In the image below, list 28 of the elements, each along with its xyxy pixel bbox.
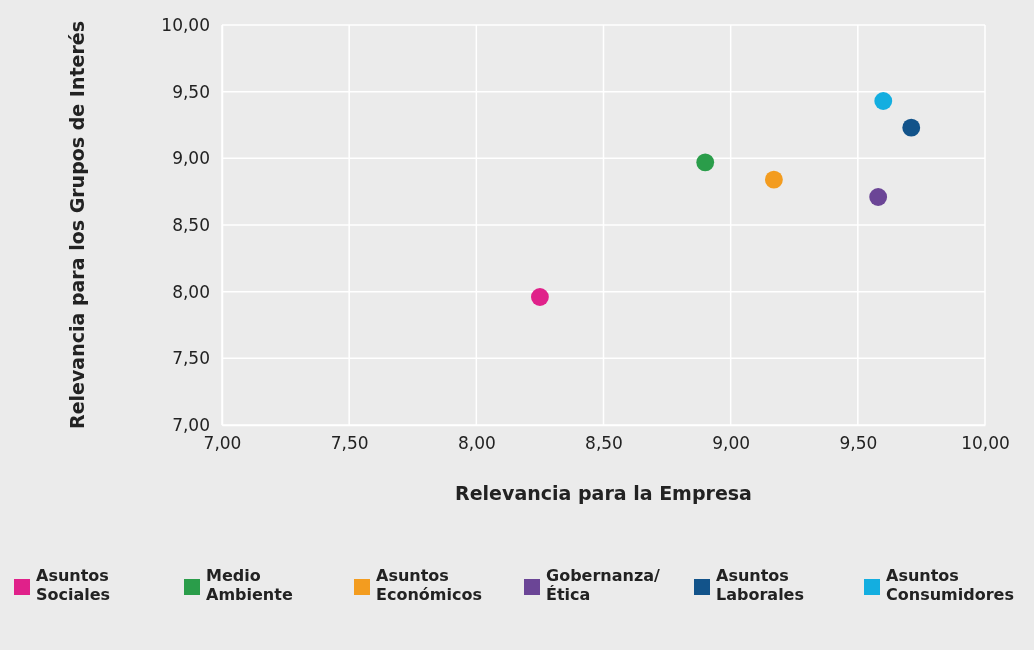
y-tick-label: 7,00 [172,414,210,435]
legend-label: Gobernanza/ Ética [546,566,661,604]
point [696,153,715,172]
x-axis-title: Relevancia para la Empresa [455,482,752,504]
x-tick-label: 8,50 [585,433,623,454]
point [902,118,921,137]
y-tick-label: 7,50 [172,348,210,369]
point [531,288,549,306]
y-tick-label: 8,50 [172,214,210,235]
x-tick-label: 9,00 [712,433,751,454]
legend-label: Medio Ambiente [206,566,293,604]
x-tick-label: 10,00 [961,433,1010,454]
y-axis-title: Relevancia para los Grupos de Interés [66,21,88,429]
legend-label: Asuntos Económicos [376,566,482,604]
point [764,170,783,189]
x-tick-label: 9,50 [839,433,878,454]
legend-label: Asuntos Laborales [716,566,804,604]
x-tick-label: 7,00 [203,433,242,454]
y-tick-label: 9,00 [172,148,210,169]
point [869,188,888,206]
x-tick-label: 8,00 [457,433,496,454]
point [874,92,893,110]
legend-label: Asuntos Sociales [36,566,111,604]
y-tick-label: 8,00 [172,281,210,302]
y-tick-label: 9,50 [172,81,210,102]
x-tick-label: 7,50 [330,433,369,454]
y-tick-label: 10,00 [161,14,210,35]
legend-label: Asuntos Consumidores [886,566,1014,604]
